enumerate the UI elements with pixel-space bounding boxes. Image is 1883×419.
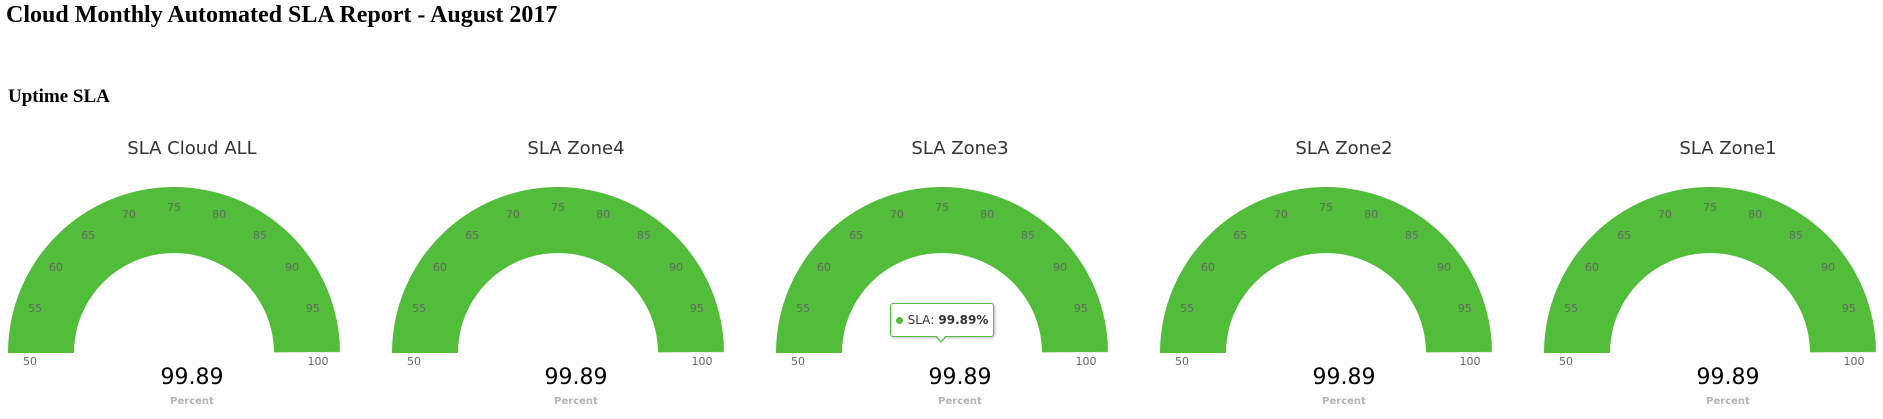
gauge-unit: Percent <box>938 396 982 407</box>
gauge-tick-label: 80 <box>596 208 610 221</box>
gauge-value-band <box>8 186 340 353</box>
gauge-tick-label: 50 <box>23 355 37 368</box>
gauge-zone3[interactable]: SLA Zone3 50 55 60 65 70 75 80 85 90 95 100 99.89 … <box>768 130 1152 419</box>
gauge-tick-label: 75 <box>551 201 565 214</box>
gauge-title: SLA Zone4 <box>527 138 625 159</box>
gauge-title: SLA Cloud ALL <box>127 138 257 159</box>
gauge-tick-label: 85 <box>1789 229 1803 242</box>
gauge-tick-label: 50 <box>791 355 805 368</box>
gauge-tick-label: 95 <box>1458 302 1472 315</box>
gauge-tick-label: 80 <box>1748 208 1762 221</box>
gauge-tick-label: 70 <box>1658 208 1672 221</box>
gauge-tick-label: 75 <box>167 201 181 214</box>
gauge-tick-label: 95 <box>306 302 320 315</box>
gauge-tick-label: 100 <box>692 355 713 368</box>
gauge-tick-label: 50 <box>1559 355 1573 368</box>
gauge-value-band <box>1544 186 1876 353</box>
gauge-tick-label: 75 <box>1319 201 1333 214</box>
gauge-tick-label: 55 <box>28 302 42 315</box>
gauge-tick-label: 95 <box>690 302 704 315</box>
gauge-tick-label: 50 <box>1175 355 1189 368</box>
gauge-tick-label: 85 <box>637 229 651 242</box>
gauge-tick-label: 85 <box>1021 229 1035 242</box>
gauge-tick-label: 95 <box>1842 302 1856 315</box>
gauge-tick-label: 60 <box>817 261 831 274</box>
gauge-tick-label: 90 <box>1821 261 1835 274</box>
gauge-dial: 50 55 60 65 70 75 80 85 90 95 100 <box>1544 186 1876 368</box>
gauge-tick-label: 75 <box>1703 201 1717 214</box>
gauge-title: SLA Zone3 <box>911 138 1009 159</box>
gauge-value: 99.89 <box>1312 365 1376 390</box>
gauge-tick-label: 65 <box>849 229 863 242</box>
gauge-tick-label: 85 <box>253 229 267 242</box>
gauge-tick-label: 70 <box>890 208 904 221</box>
gauge-value: 99.89 <box>1696 365 1760 390</box>
gauge-tick-label: 60 <box>1585 261 1599 274</box>
gauge-tick-label: 70 <box>122 208 136 221</box>
gauge-tick-label: 55 <box>1564 302 1578 315</box>
gauge-unit: Percent <box>1706 396 1750 407</box>
gauge-tick-label: 60 <box>433 261 447 274</box>
gauge-tick-label: 60 <box>49 261 63 274</box>
gauge-value: 99.89 <box>928 365 992 390</box>
gauge-tick-label: 100 <box>308 355 329 368</box>
gauge-value: 99.89 <box>544 365 608 390</box>
gauge-zone4[interactable]: SLA Zone4 50 55 60 65 70 75 80 85 90 95 100 99.89 … <box>384 130 768 419</box>
gauge-value: 99.89 <box>160 365 224 390</box>
gauge-tick-label: 100 <box>1460 355 1481 368</box>
gauge-tick-label: 65 <box>465 229 479 242</box>
gauge-unit: Percent <box>1322 396 1366 407</box>
gauge-tick-label: 65 <box>1233 229 1247 242</box>
gauge-tick-label: 50 <box>407 355 421 368</box>
gauge-tick-label: 80 <box>212 208 226 221</box>
gauge-tick-label: 80 <box>980 208 994 221</box>
gauge-dial: 50 55 60 65 70 75 80 85 90 95 100 <box>392 186 724 368</box>
gauge-tick-label: 85 <box>1405 229 1419 242</box>
gauge-title: SLA Zone2 <box>1295 138 1393 159</box>
gauge-tick-label: 55 <box>412 302 426 315</box>
tooltip-series: SLA <box>907 313 931 327</box>
gauge-tick-label: 90 <box>1053 261 1067 274</box>
gauge-tick-label: 55 <box>796 302 810 315</box>
gauge-dial: 50 55 60 65 70 75 80 85 90 95 100 <box>8 186 340 368</box>
series-dot-icon <box>895 316 903 324</box>
gauge-tick-label: 90 <box>669 261 683 274</box>
gauge-tick-label: 100 <box>1076 355 1097 368</box>
gauge-title: SLA Zone1 <box>1679 138 1777 159</box>
gauge-tick-label: 90 <box>285 261 299 274</box>
gauge-value-band <box>776 186 1108 353</box>
section-title: Uptime SLA <box>8 86 110 107</box>
gauge-tick-label: 95 <box>1074 302 1088 315</box>
gauge-tick-label: 65 <box>1617 229 1631 242</box>
gauge-tick-label: 55 <box>1180 302 1194 315</box>
report-title: Cloud Monthly Automated SLA Report - Aug… <box>6 2 558 28</box>
gauge-unit: Percent <box>554 396 598 407</box>
gauge-tick-label: 70 <box>506 208 520 221</box>
tooltip-arrow-fill <box>936 335 946 341</box>
gauge-dial: 50 55 60 65 70 75 80 85 90 95 100 <box>1160 186 1492 368</box>
gauge-tick-label: 100 <box>1844 355 1865 368</box>
gauge-zone1[interactable]: SLA Zone1 50 55 60 65 70 75 80 85 90 95 100 99.89 … <box>1536 130 1883 419</box>
gauge-zone2[interactable]: SLA Zone2 50 55 60 65 70 75 80 85 90 95 100 99.89 … <box>1152 130 1536 419</box>
gauge-tick-label: 65 <box>81 229 95 242</box>
gauge-tick-label: 70 <box>1274 208 1288 221</box>
tooltip-value: 99.89% <box>938 313 989 327</box>
gauge-tick-label: 60 <box>1201 261 1215 274</box>
gauge-tick-label: 80 <box>1364 208 1378 221</box>
gauge-value-band <box>1160 186 1492 353</box>
gauge-row: SLA Cloud ALL 50 55 60 65 70 75 80 85 90 95 100 99… <box>0 130 1883 419</box>
gauge-unit: Percent <box>170 396 214 407</box>
gauge-dial: 50 55 60 65 70 75 80 85 90 95 100 <box>776 186 1108 368</box>
gauge-cloud-all[interactable]: SLA Cloud ALL 50 55 60 65 70 75 80 85 90 95 100 99… <box>0 130 384 419</box>
gauge-tick-label: 90 <box>1437 261 1451 274</box>
gauge-tooltip: SLA: 99.89% <box>890 303 994 337</box>
gauge-tick-label: 75 <box>935 201 949 214</box>
gauge-value-band <box>392 186 724 353</box>
